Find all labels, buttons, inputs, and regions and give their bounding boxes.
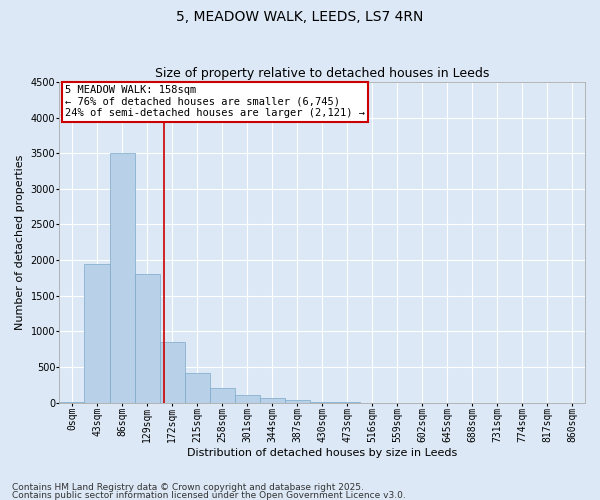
Bar	[235, 394, 260, 402]
Bar	[160, 342, 185, 402]
Bar	[110, 154, 134, 402]
X-axis label: Distribution of detached houses by size in Leeds: Distribution of detached houses by size …	[187, 448, 457, 458]
Bar	[134, 274, 160, 402]
Text: Contains public sector information licensed under the Open Government Licence v3: Contains public sector information licen…	[12, 490, 406, 500]
Text: 5 MEADOW WALK: 158sqm
← 76% of detached houses are smaller (6,745)
24% of semi-d: 5 MEADOW WALK: 158sqm ← 76% of detached …	[65, 86, 365, 118]
Bar	[185, 372, 209, 402]
Bar	[284, 400, 310, 402]
Bar	[85, 264, 110, 402]
Text: 5, MEADOW WALK, LEEDS, LS7 4RN: 5, MEADOW WALK, LEEDS, LS7 4RN	[176, 10, 424, 24]
Y-axis label: Number of detached properties: Number of detached properties	[15, 154, 25, 330]
Bar	[209, 388, 235, 402]
Bar	[260, 398, 284, 402]
Title: Size of property relative to detached houses in Leeds: Size of property relative to detached ho…	[155, 66, 490, 80]
Text: Contains HM Land Registry data © Crown copyright and database right 2025.: Contains HM Land Registry data © Crown c…	[12, 484, 364, 492]
